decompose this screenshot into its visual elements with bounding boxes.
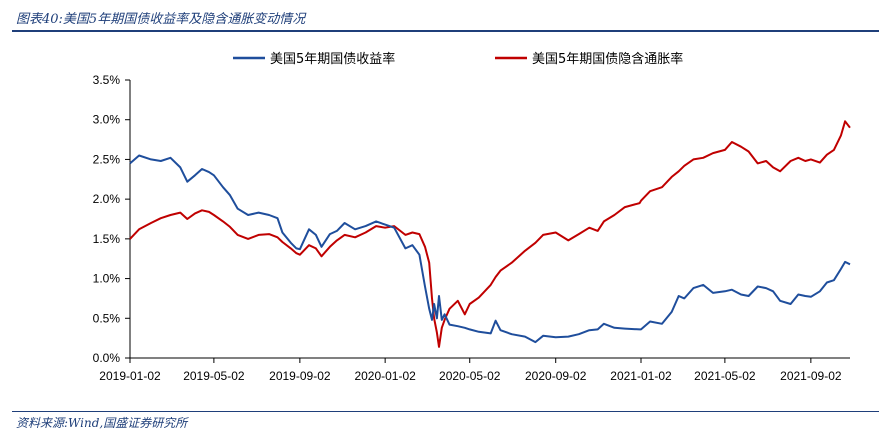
- x-tick-label: 2021-05-02: [694, 369, 756, 383]
- x-tick-label: 2019-09-02: [269, 369, 331, 383]
- y-tick-label: 3.5%: [93, 73, 121, 87]
- y-tick-label: 0.5%: [93, 311, 121, 325]
- series-line-inflation: [129, 120, 851, 348]
- legend-label: 美国5年期国债收益率: [270, 51, 395, 67]
- source-note: 资料来源:Wind,国盛证券研究所: [16, 416, 188, 430]
- series-line-yield: [129, 154, 851, 344]
- legend: 美国5年期国债收益率 美国5年期国债隐含通胀率: [233, 51, 683, 67]
- x-axis: 2019-01-02 2019-05-02 2019-09-02 2020-01-02…: [99, 357, 850, 383]
- x-tick-label: 2020-01-02: [354, 369, 416, 383]
- y-tick-label: 2.5%: [93, 152, 121, 166]
- legend-item-yield: 美国5年期国债收益率: [233, 51, 395, 67]
- bottom-rule: [12, 411, 879, 412]
- x-tick-label: 2020-05-02: [439, 369, 501, 383]
- line-chart: 0.0% 0.5% 1.0% 1.5% 2.0% 2.5% 3.0% 3.5% 2019-01…: [93, 51, 851, 383]
- legend-item-inflation: 美国5年期国债隐含通胀率: [495, 51, 683, 67]
- y-tick-label: 2.0%: [93, 192, 121, 206]
- x-tick-label: 2019-01-02: [99, 369, 161, 383]
- y-tick-label: 1.0%: [93, 272, 121, 286]
- y-tick-label: 1.5%: [93, 232, 121, 246]
- x-tick-label: 2021-01-02: [610, 369, 672, 383]
- y-tick-label: 0.0%: [93, 351, 121, 365]
- x-tick-label: 2019-05-02: [183, 369, 245, 383]
- top-rule: [12, 30, 879, 32]
- series-layer: [129, 120, 851, 348]
- x-tick-label: 2021-09-02: [780, 369, 842, 383]
- legend-label: 美国5年期国债隐含通胀率: [532, 51, 683, 67]
- y-tick-label: 3.0%: [93, 113, 121, 127]
- x-tick-label: 2020-09-02: [525, 369, 587, 383]
- y-axis: 0.0% 0.5% 1.0% 1.5% 2.0% 2.5% 3.0% 3.5%: [93, 73, 131, 365]
- figure-title: 图表40:美国5年期国债收益率及隐含通胀变动情况: [16, 12, 306, 27]
